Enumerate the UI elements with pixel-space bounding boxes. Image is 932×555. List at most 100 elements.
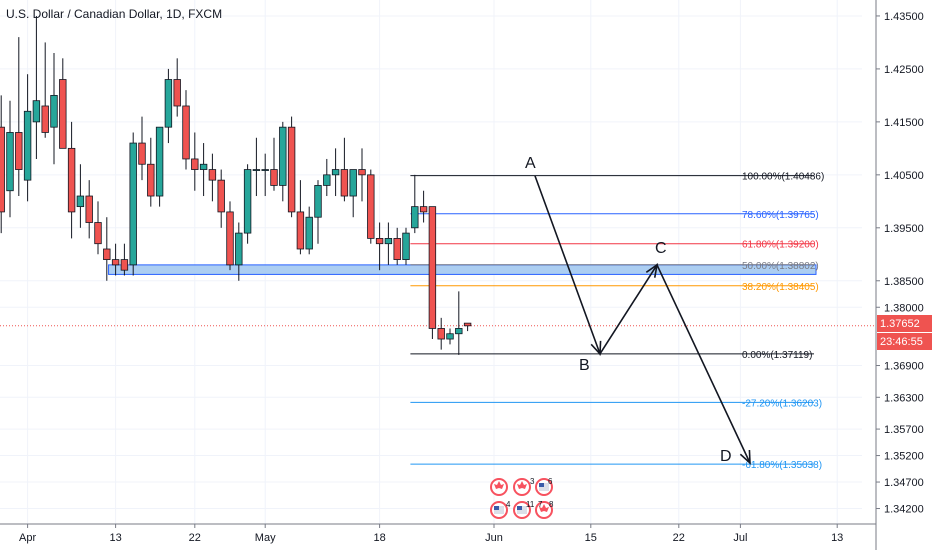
x-tick-label: 22 bbox=[189, 532, 201, 544]
candle-body[interactable] bbox=[76, 195, 85, 208]
fib-level-label: -61.80%(1.35038) bbox=[742, 460, 822, 471]
candle-body[interactable] bbox=[261, 169, 269, 171]
y-tick-label: 1.35700 bbox=[884, 424, 924, 436]
candle-body[interactable] bbox=[103, 248, 111, 260]
candle-body[interactable] bbox=[437, 328, 445, 340]
candle-body[interactable] bbox=[15, 132, 23, 170]
candle-body[interactable] bbox=[411, 206, 419, 229]
candle-body[interactable] bbox=[349, 169, 357, 197]
candle-body[interactable] bbox=[235, 232, 243, 266]
candle-body[interactable] bbox=[50, 94, 58, 128]
y-tick-label: 1.38500 bbox=[884, 276, 924, 288]
candle-body[interactable] bbox=[402, 232, 410, 260]
y-tick-label: 1.36300 bbox=[884, 392, 924, 404]
support-zone-rect[interactable] bbox=[108, 264, 817, 275]
arrow-head bbox=[739, 449, 751, 465]
x-tick-label: 13 bbox=[109, 532, 121, 544]
candles[interactable] bbox=[0, 15, 472, 355]
x-tick-label: 22 bbox=[673, 532, 685, 544]
candle-body[interactable] bbox=[367, 174, 375, 239]
candle-body[interactable] bbox=[94, 222, 102, 245]
y-tick-label: 1.41500 bbox=[884, 117, 924, 129]
y-tick-label: 1.36900 bbox=[884, 361, 924, 373]
candle-body[interactable] bbox=[463, 322, 472, 327]
support-zone[interactable] bbox=[108, 264, 817, 275]
candle-body[interactable] bbox=[129, 142, 137, 266]
economic-events[interactable]: 3 6 4 11 7 8 bbox=[490, 477, 554, 519]
x-tick-label: Jul bbox=[733, 532, 747, 544]
wave-label: D bbox=[720, 448, 732, 465]
candle-body[interactable] bbox=[199, 163, 208, 170]
event-count: 8 bbox=[549, 500, 554, 509]
candle-body[interactable] bbox=[384, 238, 393, 245]
y-tick-label: 1.35200 bbox=[884, 451, 924, 463]
candle-body[interactable] bbox=[270, 169, 278, 186]
x-tick-label: 13 bbox=[831, 532, 843, 544]
event-icon-usa[interactable] bbox=[490, 501, 508, 519]
candle-body[interactable] bbox=[23, 110, 32, 181]
price-badges: 1.37652 23:46:55 bbox=[877, 315, 932, 350]
candle-body[interactable] bbox=[208, 169, 217, 181]
x-tick-label: May bbox=[255, 532, 276, 544]
candle-body[interactable] bbox=[164, 79, 173, 128]
candle-body[interactable] bbox=[428, 206, 437, 329]
candle-body[interactable] bbox=[287, 126, 296, 213]
last-price-badge bbox=[877, 315, 932, 332]
y-tick-label: 1.42500 bbox=[884, 64, 924, 76]
candle-body[interactable] bbox=[41, 105, 49, 133]
candle-body[interactable] bbox=[85, 195, 93, 223]
candle-body[interactable] bbox=[59, 79, 67, 149]
fib-level-label: 0.00%(1.37119) bbox=[742, 350, 812, 361]
candle-body[interactable] bbox=[67, 147, 76, 213]
candle-body[interactable] bbox=[138, 142, 146, 165]
y-tick-label: 1.34200 bbox=[884, 504, 924, 516]
event-icon-canada[interactable] bbox=[535, 501, 553, 519]
candle-body[interactable] bbox=[0, 126, 5, 213]
candle-body[interactable] bbox=[393, 238, 401, 260]
candle-body[interactable] bbox=[323, 174, 331, 186]
event-icon-canada[interactable] bbox=[513, 478, 531, 496]
candle-body[interactable] bbox=[331, 169, 340, 176]
fib-level-label: -27.20%(1.36203) bbox=[742, 398, 822, 409]
wave-arrows[interactable]: A B C D bbox=[525, 155, 751, 465]
candle-body[interactable] bbox=[226, 211, 234, 266]
candle-body[interactable] bbox=[155, 126, 164, 197]
candle-body[interactable] bbox=[32, 100, 41, 123]
fib-level-label: 38.20%(1.38405) bbox=[742, 282, 819, 293]
chart-title: U.S. Dollar / Canadian Dollar, 1D, FXCM bbox=[6, 7, 222, 21]
event-icon-usa[interactable] bbox=[535, 478, 553, 496]
wave-path[interactable] bbox=[534, 175, 751, 464]
x-tick-label: 15 bbox=[585, 532, 597, 544]
x-tick-label: Apr bbox=[19, 532, 36, 544]
candle-body[interactable] bbox=[375, 238, 384, 245]
candle-body[interactable] bbox=[455, 328, 463, 335]
candle-body[interactable] bbox=[191, 158, 199, 170]
candle-body[interactable] bbox=[217, 179, 225, 213]
y-tick-label: 1.40500 bbox=[884, 170, 924, 182]
candle-body[interactable] bbox=[419, 206, 428, 213]
candle-body[interactable] bbox=[296, 211, 305, 250]
fib-level-label: 61.80%(1.39200) bbox=[742, 240, 819, 251]
candle-body[interactable] bbox=[314, 185, 322, 218]
candle-body[interactable] bbox=[279, 126, 287, 186]
candle-body[interactable] bbox=[147, 163, 155, 197]
event-icon-usa[interactable] bbox=[513, 501, 531, 519]
fib-level-label: 50.00%(1.38802) bbox=[742, 261, 819, 272]
fibonacci-levels[interactable]: 100.00%(1.40486) 78.60%(1.39765) 61.80%(1.… bbox=[0, 172, 876, 472]
candle-body[interactable] bbox=[243, 169, 252, 234]
event-icon-canada[interactable] bbox=[490, 478, 508, 496]
candle-body[interactable] bbox=[6, 132, 14, 192]
candle-body[interactable] bbox=[182, 105, 190, 160]
candle-body[interactable] bbox=[252, 169, 261, 171]
candle-body[interactable] bbox=[120, 259, 129, 271]
candle-body[interactable] bbox=[446, 333, 454, 340]
x-tick-label: 18 bbox=[373, 532, 385, 544]
candle-body[interactable] bbox=[173, 79, 181, 107]
candle-body[interactable] bbox=[305, 216, 313, 250]
candle-body[interactable] bbox=[340, 169, 349, 197]
arrow-head bbox=[645, 263, 659, 278]
candle-body[interactable] bbox=[111, 259, 120, 266]
candle-body[interactable] bbox=[358, 169, 366, 176]
